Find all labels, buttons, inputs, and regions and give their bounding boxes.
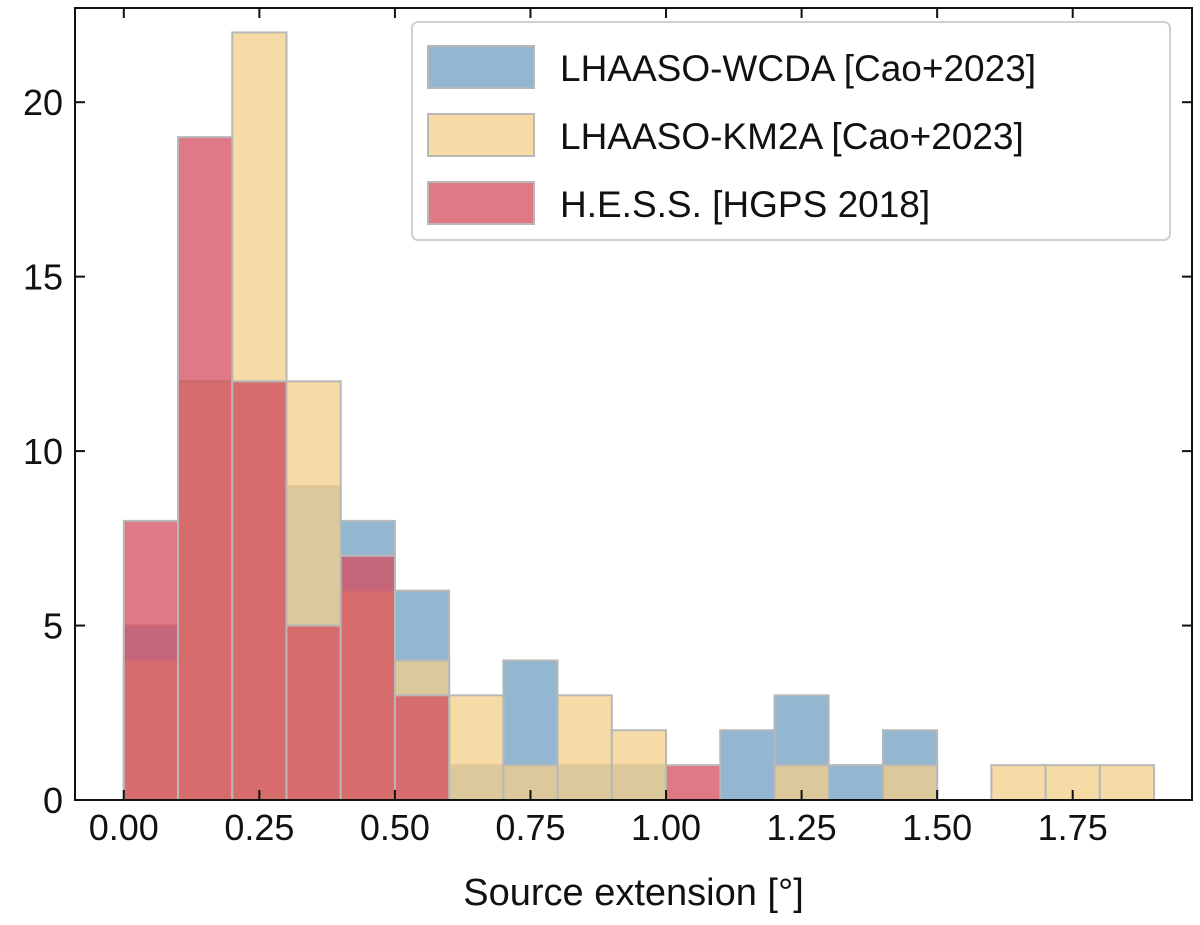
y-tick-label: 10 (23, 431, 63, 472)
y-tick-label: 15 (23, 257, 63, 298)
histogram-bar (881, 764, 939, 801)
x-axis-label: Source extension [°] (463, 872, 804, 914)
x-tick-label: 0.00 (89, 807, 159, 848)
legend-swatch (427, 113, 535, 157)
legend-label: H.E.S.S. [HGPS 2018] (560, 184, 930, 225)
histogram-bar (231, 380, 288, 801)
legend-swatch (427, 181, 535, 225)
x-tick-label: 0.25 (224, 807, 294, 848)
x-tick-label: 1.75 (1038, 807, 1108, 848)
histogram-bar (556, 694, 613, 801)
x-tick-label: 1.00 (631, 807, 701, 848)
legend-box (411, 21, 1171, 241)
histogram-bar (719, 729, 776, 802)
histogram-bar (177, 136, 234, 801)
x-tick-label: 0.75 (495, 807, 565, 848)
y-tick-label: 5 (43, 606, 63, 647)
histogram-bar (285, 624, 342, 801)
histogram-bar (393, 694, 451, 801)
x-tick-label: 1.25 (767, 807, 837, 848)
y-tick-label: 0 (43, 780, 63, 821)
histogram-bar (339, 554, 396, 802)
x-tick-label: 0.50 (360, 807, 430, 848)
bars-layer (122, 31, 1156, 802)
legend-swatch (427, 45, 535, 89)
y-tick-label: 20 (23, 82, 63, 123)
histogram-bar (610, 729, 668, 802)
legend-label: LHAASO-KM2A [Cao+2023] (560, 116, 1024, 157)
histogram-bar (122, 519, 180, 801)
histogram-bar (1098, 764, 1156, 801)
plot-frame (74, 7, 1193, 801)
histogram-bar (827, 764, 884, 801)
ticks-layer: 0.00 0.25 0.50 0.75 1.00 1.25 1.50 1.75 0 5 10 15 20 (23, 8, 1192, 848)
legend-label: LHAASO-WCDA [Cao+2023] (560, 48, 1036, 89)
histogram-bar (665, 764, 722, 801)
histogram-bar (990, 764, 1047, 801)
histogram-bar (448, 694, 505, 801)
x-tick-label: 1.50 (902, 807, 972, 848)
legend: LHAASO-WCDA [Cao+2023] LHAASO-KM2A [Cao+2… (411, 21, 1171, 241)
